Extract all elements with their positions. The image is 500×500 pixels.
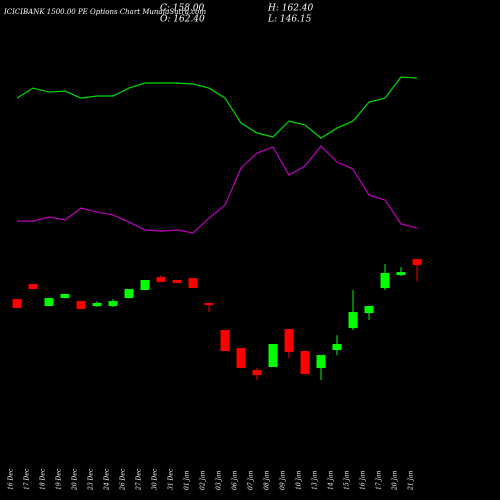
candle-body (204, 303, 214, 306)
x-tick-label: 20 Dec (72, 468, 79, 491)
candle-body (140, 280, 150, 290)
x-tick-label: 27 Dec (136, 468, 143, 491)
x-tick-label: 20 Jan (392, 470, 399, 491)
x-tick-label: 21 Jan (408, 470, 415, 491)
x-tick-label: 06 Jan (232, 470, 239, 490)
candle-body (156, 276, 166, 283)
x-tick-label: 01 Jan (184, 470, 191, 490)
x-tick-label: 16 Dec (8, 468, 15, 490)
candle-body (412, 259, 422, 266)
x-tick-label: 10 Jan (296, 470, 303, 490)
summary: H: 162.40 (267, 4, 314, 14)
x-tick-label: 08 Jan (264, 470, 271, 490)
candle-body (12, 299, 22, 309)
candle-body (284, 329, 294, 353)
x-tick-label: 19 Dec (56, 468, 63, 490)
x-tick-label: 07 Jan (248, 470, 255, 490)
x-tick-label: 30 Dec (152, 468, 159, 490)
x-tick-label: 17 Jan (376, 470, 383, 490)
candle-body (28, 283, 38, 290)
x-tick-label: 17 Dec (24, 468, 31, 490)
candle-body (188, 278, 198, 289)
candle-body (124, 289, 134, 299)
candle-body (92, 303, 102, 307)
candle-body (316, 355, 326, 369)
candle-body (348, 312, 358, 329)
candle-body (396, 272, 406, 276)
candle-body (332, 343, 342, 350)
candle-body (252, 370, 262, 376)
summary: C: 158.00 (160, 4, 205, 14)
candle-body (300, 351, 310, 375)
indicator-line (17, 145, 418, 234)
x-tick-label: 18 Dec (40, 468, 47, 490)
x-tick-label: 09 Jan (280, 470, 287, 490)
candle-body (76, 301, 86, 310)
x-tick-label: 03 Jan (216, 470, 223, 490)
summary: O: 162.40 (160, 15, 205, 25)
candle-body (44, 298, 54, 307)
summary: L: 146.15 (267, 15, 312, 25)
candle-body (108, 301, 118, 307)
candle-body (268, 343, 278, 367)
x-tick-label: 13 Jan (312, 470, 319, 490)
candle-body (220, 330, 230, 352)
x-tick-label: 02 Jan (200, 470, 207, 490)
x-tick-label: 24 Dec (104, 468, 111, 491)
candle-body (60, 293, 70, 299)
x-tick-label: 15 Jan (344, 470, 351, 490)
x-tick-label: 23 Dec (88, 468, 95, 491)
x-tick-label: 26 Dec (120, 468, 127, 491)
candle-body (236, 348, 246, 369)
candle-body (172, 280, 182, 284)
x-tick-label: 14 Jan (328, 470, 335, 490)
x-tick-label: 16 Jan (360, 470, 367, 490)
x-tick-label: 31 Dec (168, 468, 175, 490)
candle-body (380, 273, 390, 289)
chart-title: ICICIBANK 1500.00 PE Options Chart Munaf… (3, 8, 206, 16)
indicator-line (16, 76, 418, 139)
candle-body (364, 306, 374, 314)
